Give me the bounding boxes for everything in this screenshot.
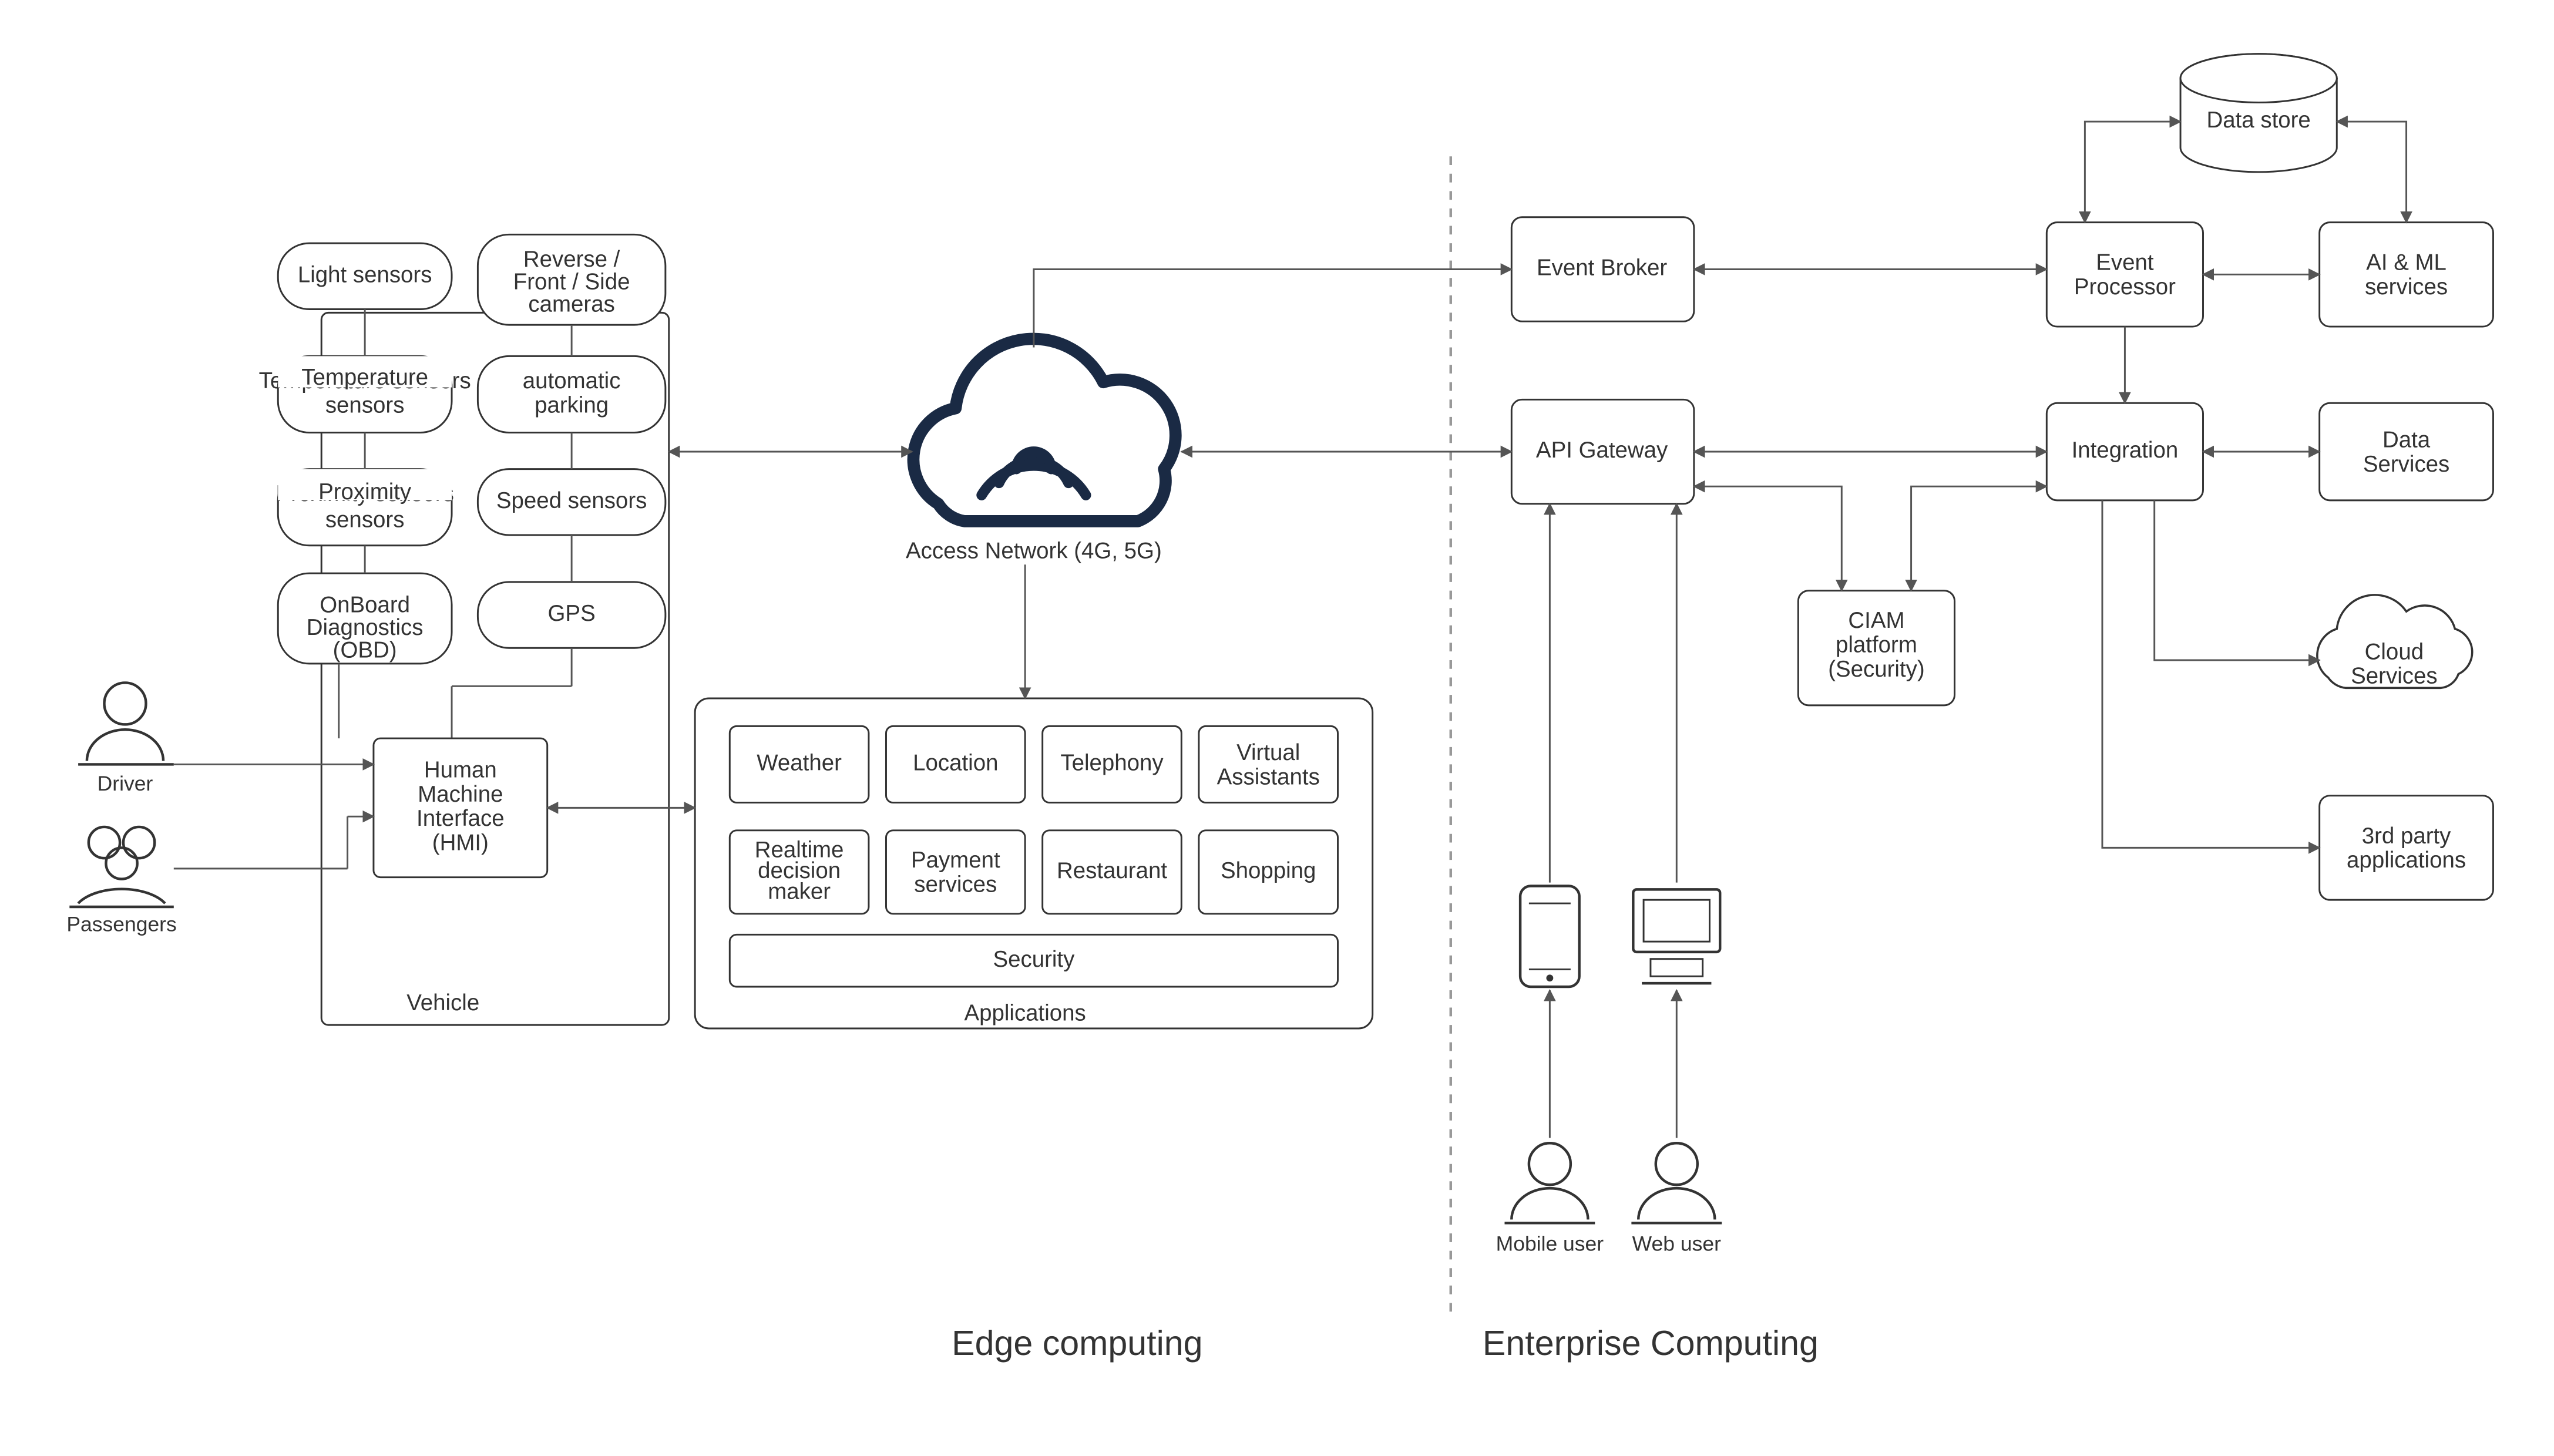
svg-text:CIAM: CIAM bbox=[1848, 608, 1904, 633]
data-store-label: Data store bbox=[2206, 107, 2310, 133]
mobile-icon bbox=[1520, 886, 1580, 987]
svg-text:Diagnostics: Diagnostics bbox=[307, 615, 424, 640]
section-enterprise-title: Enterprise Computing bbox=[1483, 1323, 1819, 1363]
svg-text:API Gateway: API Gateway bbox=[1536, 438, 1668, 463]
svg-text:(HMI): (HMI) bbox=[432, 830, 489, 856]
passengers-icon bbox=[69, 827, 173, 907]
svg-text:Services: Services bbox=[2363, 452, 2449, 477]
svg-text:Proximity: Proximity bbox=[318, 479, 412, 505]
svg-text:Front / Side: Front / Side bbox=[513, 269, 630, 294]
svg-text:OnBoard: OnBoard bbox=[320, 592, 410, 617]
sensor-gps: GPS bbox=[478, 582, 665, 648]
svg-text:Location: Location bbox=[913, 751, 998, 776]
svg-text:Services: Services bbox=[2351, 664, 2437, 689]
driver-label: Driver bbox=[98, 772, 153, 795]
svg-text:Assistants: Assistants bbox=[1217, 764, 1320, 789]
svg-text:GPS: GPS bbox=[548, 601, 596, 626]
svg-text:(OBD): (OBD) bbox=[333, 637, 397, 663]
driver-icon bbox=[78, 682, 174, 764]
svg-text:parking: parking bbox=[535, 392, 609, 418]
sensor-parking: automatic parking bbox=[478, 356, 665, 432]
svg-text:Machine: Machine bbox=[418, 782, 503, 807]
svg-text:Telephony: Telephony bbox=[1060, 751, 1164, 776]
svg-text:cameras: cameras bbox=[528, 292, 614, 317]
svg-text:services: services bbox=[914, 872, 997, 897]
svg-text:sensors: sensors bbox=[325, 507, 405, 532]
svg-text:Security: Security bbox=[993, 947, 1075, 972]
vehicle-label: Vehicle bbox=[406, 990, 479, 1015]
sensor-light: Light sensors bbox=[278, 243, 452, 309]
svg-text:maker: maker bbox=[768, 879, 831, 904]
svg-text:Human: Human bbox=[424, 757, 497, 782]
sensor-obd: OnBoard Diagnostics (OBD) bbox=[278, 573, 452, 664]
svg-text:Processor: Processor bbox=[2074, 274, 2176, 300]
sensor-cameras: Reverse / Front / Side cameras bbox=[478, 234, 665, 325]
web-user-icon bbox=[1631, 1143, 1722, 1223]
svg-text:Event: Event bbox=[2096, 250, 2154, 275]
edge-gateway-ciam bbox=[1694, 486, 1841, 590]
svg-text:services: services bbox=[2365, 274, 2448, 300]
cloud-icon bbox=[913, 339, 1175, 521]
svg-text:Cloud: Cloud bbox=[2365, 639, 2424, 664]
svg-text:sensors: sensors bbox=[325, 392, 405, 418]
svg-text:Shopping: Shopping bbox=[1221, 858, 1316, 883]
svg-text:applications: applications bbox=[2347, 848, 2466, 873]
sensor-speed: Speed sensors bbox=[478, 469, 665, 535]
svg-text:Interface: Interface bbox=[416, 806, 505, 831]
svg-text:Weather: Weather bbox=[757, 751, 842, 776]
svg-text:Integration: Integration bbox=[2072, 438, 2179, 463]
apps-label: Applications bbox=[964, 1001, 1086, 1026]
edge-integration-cloudservices bbox=[2155, 500, 2320, 660]
svg-text:Event Broker: Event Broker bbox=[1537, 255, 1667, 281]
section-edge-title: Edge computing bbox=[952, 1323, 1202, 1363]
svg-text:Speed sensors: Speed sensors bbox=[496, 488, 647, 513]
passengers-label: Passengers bbox=[66, 912, 176, 936]
svg-text:Temperature: Temperature bbox=[301, 365, 428, 390]
svg-text:Restaurant: Restaurant bbox=[1057, 858, 1167, 883]
edge-integration-thirdparty bbox=[2102, 500, 2320, 848]
edge-ciam-integration bbox=[1911, 486, 2047, 590]
svg-text:Data: Data bbox=[2382, 427, 2431, 452]
svg-text:platform: platform bbox=[1836, 632, 1917, 657]
svg-text:Reverse /: Reverse / bbox=[523, 247, 620, 272]
mobile-user-icon bbox=[1504, 1143, 1595, 1223]
access-network-label: Access Network (4G, 5G) bbox=[906, 539, 1162, 564]
svg-text:Light sensors: Light sensors bbox=[298, 262, 432, 287]
desktop-icon bbox=[1633, 889, 1720, 983]
mobile-user-label: Mobile user bbox=[1496, 1232, 1604, 1256]
svg-text:(Security): (Security) bbox=[1828, 657, 1924, 682]
edge-processor-datastore bbox=[2085, 122, 2180, 223]
svg-text:Payment: Payment bbox=[911, 848, 1000, 873]
web-user-label: Web user bbox=[1632, 1232, 1721, 1256]
edge-datastore-aiml bbox=[2337, 122, 2406, 223]
architecture-diagram: Edge computing Enterprise Computing Driv… bbox=[0, 0, 2554, 1456]
svg-text:3rd party: 3rd party bbox=[2362, 823, 2451, 849]
svg-text:AI & ML: AI & ML bbox=[2366, 250, 2447, 275]
edge-cloud-eventbroker bbox=[1034, 269, 1511, 347]
svg-text:automatic: automatic bbox=[523, 368, 621, 394]
svg-text:Virtual: Virtual bbox=[1236, 740, 1300, 765]
